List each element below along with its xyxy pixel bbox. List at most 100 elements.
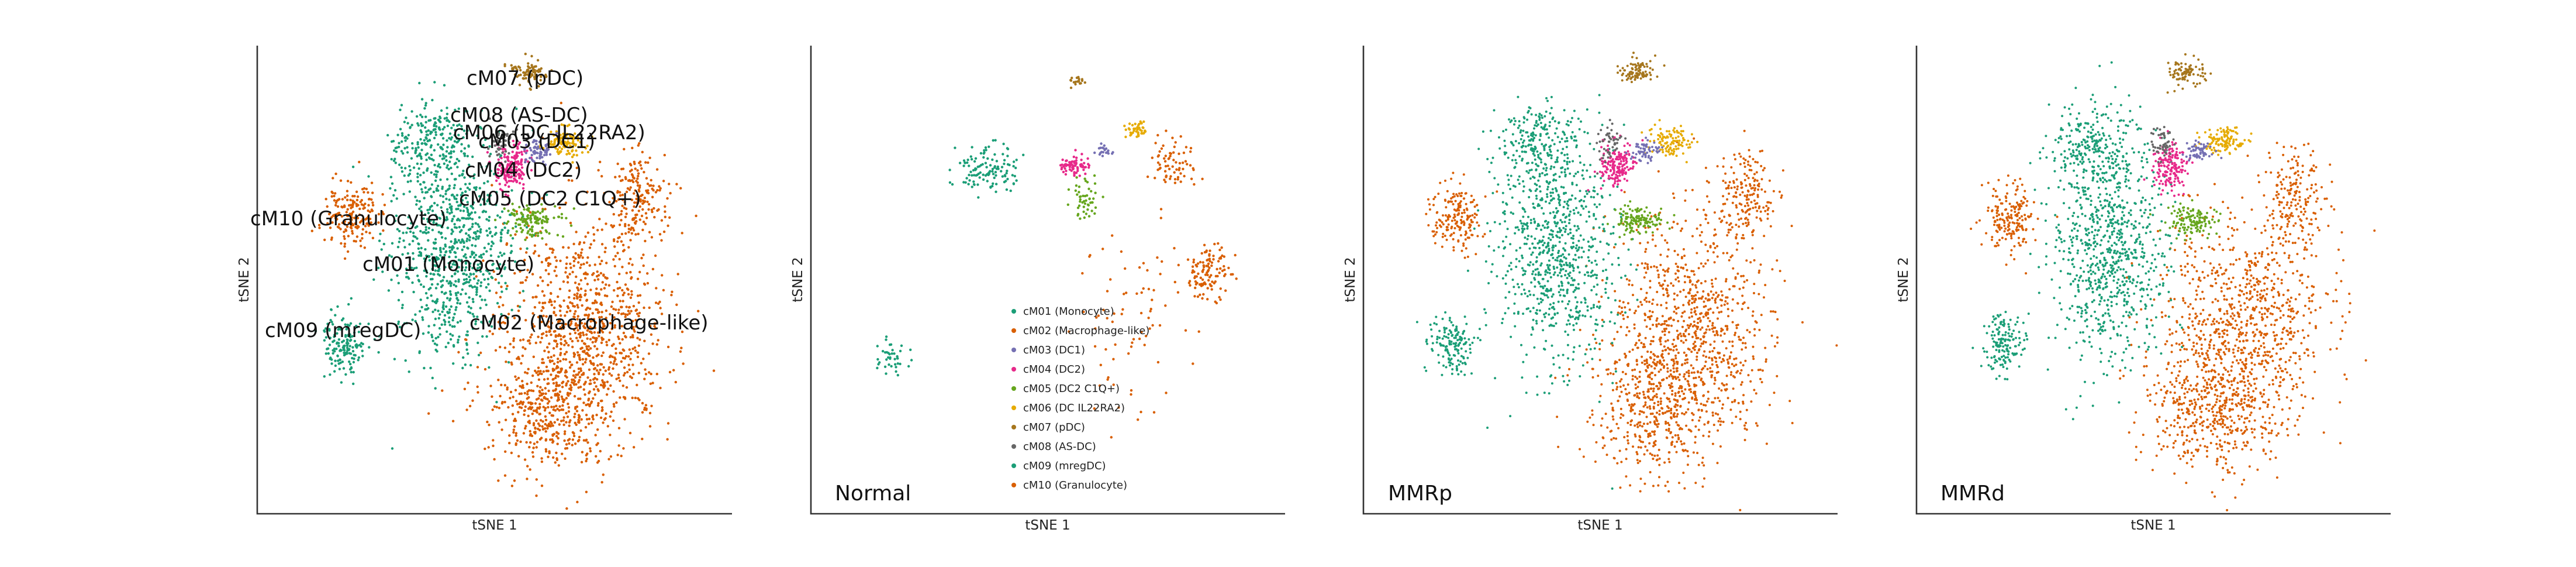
point-cm01 <box>415 115 419 118</box>
point-cm02 <box>489 384 492 387</box>
point-cm02 <box>1696 280 1698 283</box>
point-cm02 <box>1684 339 1687 342</box>
point-cm02 <box>522 338 525 341</box>
point-cm01 <box>428 139 431 142</box>
point-cm02 <box>659 187 662 190</box>
point-cm02 <box>1723 303 1726 306</box>
point-cm01 <box>463 152 466 155</box>
point-cm02 <box>1142 262 1145 264</box>
point-cm02 <box>602 351 605 354</box>
point-cm02 <box>600 354 603 358</box>
point-cm02 <box>616 252 619 255</box>
point-cm01 <box>984 161 987 164</box>
point-cm02 <box>544 392 547 395</box>
point-cm02 <box>574 442 577 445</box>
point-cm02 <box>546 369 549 373</box>
point-cm02 <box>555 404 558 407</box>
point-cm02 <box>654 327 657 329</box>
point-cm01 <box>410 110 413 113</box>
point-cm02 <box>578 356 581 359</box>
point-cm02 <box>577 261 580 264</box>
point-cm02 <box>580 461 583 463</box>
point-cm01 <box>424 228 427 231</box>
point-cm02 <box>1711 324 1714 327</box>
point-cm01 <box>408 243 411 246</box>
point-cm02 <box>539 370 542 373</box>
point-cm02 <box>1666 377 1668 379</box>
point-cm02 <box>558 319 561 322</box>
panel-label-normal: Normal <box>835 482 911 506</box>
point-cm02 <box>1703 404 1705 407</box>
point-cm02 <box>623 366 626 369</box>
point-cm05 <box>536 210 540 213</box>
point-cm02 <box>1676 222 1679 225</box>
point-cm02 <box>1660 304 1663 307</box>
point-cm02 <box>639 164 643 167</box>
point-cm05 <box>1082 210 1085 214</box>
point-cm02 <box>1627 302 1629 305</box>
point-cm02 <box>629 271 632 274</box>
point-cm02 <box>637 198 640 201</box>
point-cm02 <box>1218 295 1221 299</box>
point-cm02 <box>1682 288 1685 291</box>
point-cm02 <box>1702 315 1705 318</box>
point-cm02 <box>639 200 642 203</box>
point-cm01 <box>430 195 433 198</box>
point-cm02 <box>578 379 581 382</box>
point-cm01 <box>405 272 408 274</box>
point-cm01 <box>394 161 397 164</box>
point-cm02 <box>1718 356 1721 359</box>
point-cm02 <box>544 269 547 272</box>
point-cm01 <box>480 256 483 259</box>
point-cm02 <box>1210 264 1213 267</box>
point-cm05 <box>553 217 555 219</box>
point-cm01 <box>444 193 447 195</box>
point-cm01 <box>424 102 427 105</box>
point-cm02 <box>1151 298 1154 301</box>
point-cm01 <box>402 193 405 195</box>
point-cm02 <box>1158 163 1161 166</box>
point-cm02 <box>1147 317 1150 319</box>
point-cm02 <box>576 306 579 309</box>
point-cm01 <box>487 283 490 286</box>
point-cm01 <box>464 183 467 185</box>
point-cm02 <box>1649 280 1652 283</box>
point-cm02 <box>1172 159 1175 161</box>
point-cm02 <box>568 421 571 424</box>
point-cm04 <box>1064 173 1068 176</box>
point-cm10 <box>371 204 375 207</box>
point-cm02 <box>506 386 509 389</box>
point-cm02 <box>603 325 606 328</box>
point-cm02 <box>588 403 592 406</box>
point-cm02 <box>1597 300 1600 303</box>
point-cm02 <box>1702 383 1705 386</box>
point-cm02 <box>1626 326 1629 329</box>
point-cm06 <box>1127 127 1131 130</box>
point-cm02 <box>580 251 583 255</box>
point-cm01 <box>979 164 983 167</box>
point-cm02 <box>575 373 578 376</box>
point-cm02 <box>547 320 550 323</box>
point-cm02 <box>1708 298 1711 301</box>
point-cm02 <box>1705 328 1708 331</box>
point-cm04 <box>1061 158 1064 161</box>
point-cm02 <box>1156 161 1160 164</box>
point-cm10 <box>343 235 346 238</box>
point-cm01 <box>425 304 428 307</box>
point-cm02 <box>1702 367 1705 370</box>
point-cm02 <box>1223 264 1225 268</box>
point-cm02 <box>553 362 556 365</box>
point-cm01 <box>437 273 440 276</box>
point-cm02 <box>547 273 550 276</box>
point-cm01 <box>458 231 462 233</box>
point-cm01 <box>479 228 482 231</box>
point-cm02 <box>569 221 572 225</box>
point-cm02 <box>518 291 522 294</box>
point-cm02 <box>1720 330 1722 332</box>
point-cm02 <box>638 186 641 189</box>
point-cm02 <box>631 146 634 150</box>
point-cm02 <box>1706 367 1709 370</box>
point-cm07 <box>503 63 506 66</box>
point-cm02 <box>1639 301 1642 304</box>
point-cm04 <box>1072 155 1076 159</box>
